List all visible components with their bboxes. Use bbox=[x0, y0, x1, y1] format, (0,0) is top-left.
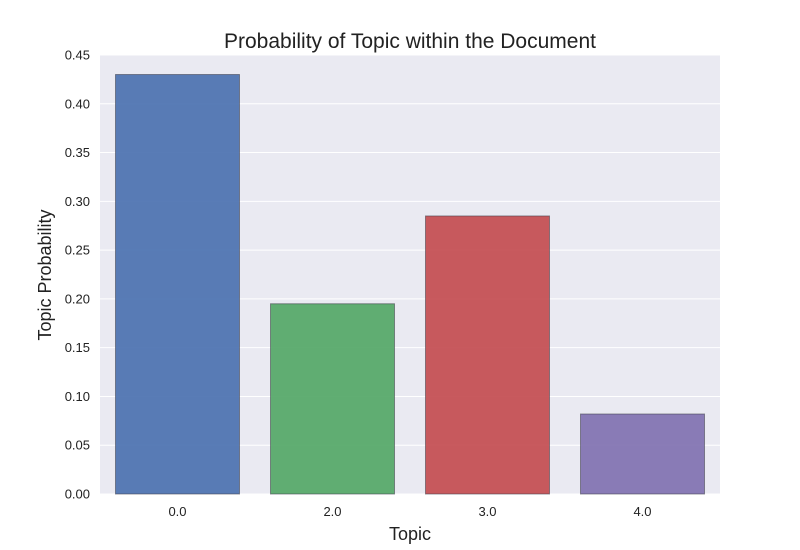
y-tick-label: 0.05 bbox=[65, 438, 90, 453]
chart-title: Probability of Topic within the Document bbox=[224, 30, 596, 53]
y-tick-label: 0.10 bbox=[65, 389, 90, 404]
x-tick-label: 3.0 bbox=[478, 504, 496, 519]
y-tick-label: 0.20 bbox=[65, 291, 90, 306]
y-tick-label: 0.30 bbox=[65, 194, 90, 209]
bar-4.0 bbox=[580, 413, 705, 495]
y-axis-label: Topic Probability bbox=[35, 209, 55, 340]
y-tick-labels: 0.00 0.05 0.10 0.15 0.20 0.25 0.30 0.35 0.40 0.45 bbox=[65, 48, 90, 502]
y-tick-label: 0.45 bbox=[65, 48, 90, 63]
bar-0.0 bbox=[115, 74, 240, 495]
bar-3.0 bbox=[425, 215, 550, 495]
bar-2.0 bbox=[270, 303, 395, 495]
x-tick-label: 0.0 bbox=[168, 504, 186, 519]
bars bbox=[115, 74, 705, 495]
y-tick-label: 0.35 bbox=[65, 145, 90, 160]
x-tick-labels: 0.0 2.0 3.0 4.0 bbox=[168, 504, 651, 519]
x-tick-label: 2.0 bbox=[323, 504, 341, 519]
y-tick-label: 0.00 bbox=[65, 487, 90, 502]
y-tick-label: 0.40 bbox=[65, 96, 90, 111]
x-tick-label: 4.0 bbox=[633, 504, 651, 519]
x-axis-label: Topic bbox=[389, 524, 431, 544]
y-tick-label: 0.25 bbox=[65, 243, 90, 258]
y-tick-label: 0.15 bbox=[65, 340, 90, 355]
